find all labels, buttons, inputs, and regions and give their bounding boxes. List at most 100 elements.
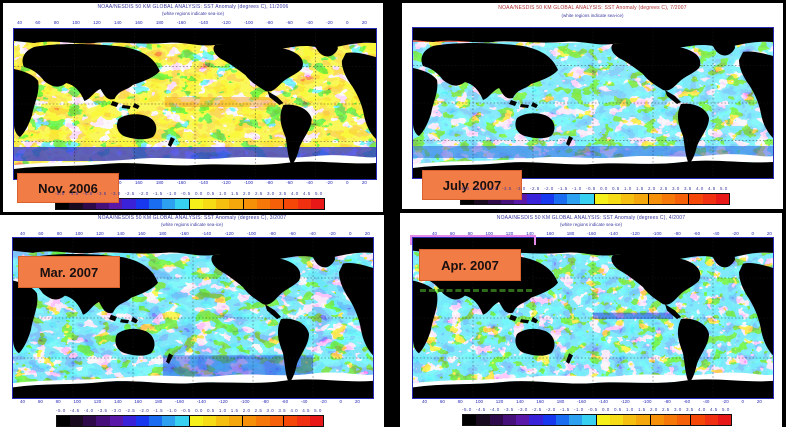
longitude-tick: 80 bbox=[457, 399, 463, 404]
longitude-ticks-top: 40 60 80 100 120 140 160 180 -160 -140 -120 -100 -80… bbox=[17, 20, 367, 25]
longitude-tick: -100 bbox=[240, 399, 250, 404]
colorbar-segment bbox=[149, 416, 163, 426]
colorbar-segment bbox=[704, 415, 718, 425]
colorbar-segment bbox=[296, 416, 310, 426]
longitude-tick: 80 bbox=[53, 20, 59, 25]
longitude-tick: -120 bbox=[620, 399, 630, 404]
colorbar-segment bbox=[109, 199, 123, 209]
longitude-tick: -20 bbox=[320, 399, 327, 404]
colorbar-segment bbox=[135, 199, 149, 209]
longitude-tick: 0 bbox=[349, 231, 352, 236]
longitude-tick: -60 bbox=[286, 20, 293, 25]
longitude-tick: 60 bbox=[35, 20, 41, 25]
colorbar-segment bbox=[297, 199, 311, 209]
longitude-tick: -80 bbox=[262, 399, 269, 404]
longitude-tick: 0 bbox=[751, 231, 755, 236]
longitude-tick: 40 bbox=[20, 231, 26, 236]
colorbar-segment bbox=[95, 199, 109, 209]
longitude-tick: 140 bbox=[117, 231, 125, 236]
longitude-tick: -100 bbox=[243, 20, 253, 25]
longitude-tick: -100 bbox=[652, 231, 662, 236]
colorbar-segment bbox=[675, 194, 689, 204]
longitude-tick: 20 bbox=[766, 231, 772, 236]
panel-subtitle: (white regions indicate sea-ice) bbox=[161, 11, 225, 16]
longitude-tick: -40 bbox=[712, 231, 720, 236]
colorbar-labels: -5.0 -4.5 -4.0 -3.5 -3.0 -2.5 -2.0 -1.5 -1.0 -0.5… bbox=[56, 408, 322, 413]
colorbar-labels: -5.0 -4.5 -4.0 -3.5 -3.0 -2.5 -2.0 -1.5 -1.0 -0.5… bbox=[460, 186, 728, 191]
colorbar-segment bbox=[476, 415, 490, 425]
longitude-tick: -140 bbox=[608, 231, 618, 236]
sst-anomaly-map bbox=[412, 27, 774, 179]
panel-july-2007: NOAA/NESDIS 50 KM GLOBAL ANALYSIS: SST A… bbox=[402, 3, 783, 209]
colorbar-segment bbox=[529, 415, 543, 425]
longitude-tick: -40 bbox=[306, 20, 313, 25]
longitude-tick: 80 bbox=[56, 231, 62, 236]
colorbar-segment bbox=[188, 416, 203, 426]
colorbar-segment bbox=[580, 194, 594, 204]
longitude-tick: -140 bbox=[202, 231, 212, 236]
panel-title: NOAA/NESDIS 50 KM GLOBAL ANALYSIS: SST A… bbox=[97, 4, 289, 10]
panel-nov-2006: NOAA/NESDIS 50 KM GLOBAL ANALYSIS: SST A… bbox=[3, 3, 383, 212]
longitude-tick: 120 bbox=[96, 231, 104, 236]
panel-title: NOAA/NESDIS 50 KM GLOBAL ANALYSIS: SST A… bbox=[496, 215, 686, 221]
panel-subtitle: (white regions indicate sea-ice) bbox=[160, 222, 224, 227]
longitude-tick: 100 bbox=[485, 231, 493, 236]
longitude-tick: 100 bbox=[73, 399, 81, 404]
longitude-tick: 160 bbox=[546, 231, 554, 236]
colorbar-segment bbox=[69, 199, 83, 209]
panel-mar-2007: NOAA/NESDIS 50 KM GLOBAL ANALYSIS: SST A… bbox=[0, 215, 384, 427]
colorbar-labels: -5.0 -4.5 -4.0 -3.5 -3.0 -2.5 -2.0 -1.5 -1.0 -0.5… bbox=[55, 191, 323, 196]
longitude-tick: 60 bbox=[37, 399, 43, 404]
colorbar-segment bbox=[256, 416, 270, 426]
colorbar-segment bbox=[202, 199, 216, 209]
colorbar-segment bbox=[162, 416, 176, 426]
colorbar-segment bbox=[309, 416, 324, 426]
longitude-tick: -60 bbox=[289, 231, 296, 236]
colorbar-segment bbox=[83, 416, 97, 426]
colorbar-segment bbox=[256, 199, 270, 209]
longitude-tick: -80 bbox=[664, 399, 671, 404]
longitude-tick: -80 bbox=[674, 231, 681, 236]
colorbar-segment bbox=[282, 416, 297, 426]
colorbar-segment bbox=[553, 194, 567, 204]
longitude-tick: -140 bbox=[199, 20, 209, 25]
date-label: Apr. 2007 bbox=[419, 249, 521, 281]
colorbar-segment bbox=[109, 416, 123, 426]
colorbar-segment bbox=[634, 194, 648, 204]
colorbar-segment bbox=[677, 415, 691, 425]
colorbar-segment bbox=[717, 415, 731, 425]
colorbar-segment bbox=[175, 416, 189, 426]
colorbar-segment bbox=[202, 416, 216, 426]
longitude-tick: -160 bbox=[175, 399, 185, 404]
longitude-tick: 0 bbox=[339, 399, 343, 404]
longitude-tick: -60 bbox=[281, 399, 289, 404]
longitude-tick: -60 bbox=[683, 399, 691, 404]
longitude-tick: -20 bbox=[326, 180, 333, 185]
longitude-tick: 120 bbox=[495, 399, 504, 404]
longitude-tick: -120 bbox=[221, 180, 231, 185]
longitude-ticks-top: 40 60 80 100 120 140 160 180 -160 -140 -120 -100 -80… bbox=[20, 231, 370, 236]
longitude-tick: 60 bbox=[38, 231, 44, 236]
colorbar-segment bbox=[663, 415, 677, 425]
longitude-tick: -20 bbox=[326, 20, 333, 25]
colorbar-segment bbox=[162, 199, 176, 209]
colorbar-segment bbox=[175, 199, 189, 209]
longitude-tick: -20 bbox=[732, 231, 739, 236]
colorbar-segment bbox=[593, 194, 608, 204]
longitude-tick: 140 bbox=[114, 20, 122, 25]
longitude-tick: -40 bbox=[702, 399, 710, 404]
longitude-tick: 120 bbox=[93, 399, 102, 404]
date-label: July 2007 bbox=[422, 170, 522, 200]
longitude-tick: 100 bbox=[475, 399, 483, 404]
colorbar bbox=[55, 198, 325, 210]
longitude-tick: 80 bbox=[55, 399, 61, 404]
longitude-tick: -80 bbox=[266, 180, 273, 185]
colorbar-segment bbox=[148, 199, 162, 209]
longitude-tick: -60 bbox=[286, 180, 293, 185]
longitude-tick: -120 bbox=[218, 399, 228, 404]
longitude-tick: -20 bbox=[722, 399, 729, 404]
colorbar-segment bbox=[702, 194, 716, 204]
longitude-tick: -80 bbox=[269, 231, 276, 236]
longitude-tick: 160 bbox=[536, 399, 544, 404]
longitude-tick: 20 bbox=[354, 399, 360, 404]
